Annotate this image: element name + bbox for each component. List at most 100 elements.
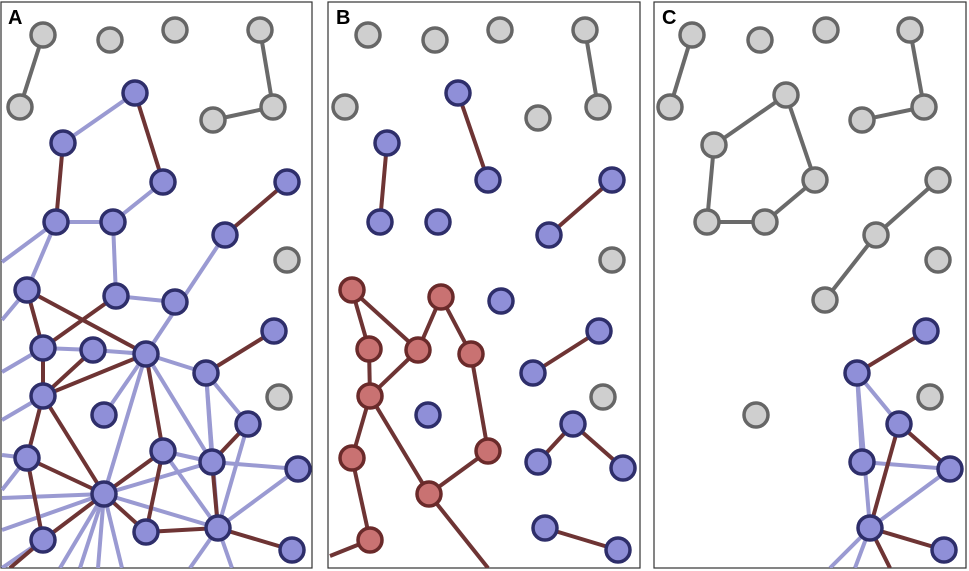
edge bbox=[26, 456, 105, 496]
node bbox=[700, 131, 728, 159]
node bbox=[856, 514, 884, 542]
node bbox=[589, 383, 617, 411]
node bbox=[843, 359, 871, 387]
edge bbox=[144, 450, 165, 533]
node bbox=[598, 166, 626, 194]
node bbox=[366, 208, 394, 236]
panel-frame bbox=[327, 1, 641, 569]
node bbox=[199, 106, 227, 134]
node bbox=[598, 246, 626, 274]
node bbox=[29, 334, 57, 362]
edge bbox=[26, 288, 147, 356]
node bbox=[421, 26, 449, 54]
node bbox=[693, 208, 721, 236]
edge bbox=[61, 91, 137, 145]
node bbox=[656, 93, 684, 121]
node bbox=[29, 526, 57, 554]
node bbox=[609, 454, 637, 482]
node bbox=[678, 21, 706, 49]
edge bbox=[469, 353, 490, 452]
node bbox=[474, 166, 502, 194]
edge bbox=[368, 394, 431, 496]
node bbox=[930, 536, 958, 564]
node bbox=[234, 410, 262, 438]
network-b bbox=[329, 16, 637, 568]
node bbox=[487, 287, 515, 315]
edge bbox=[144, 353, 165, 452]
node bbox=[746, 26, 774, 54]
node bbox=[354, 21, 382, 49]
node bbox=[604, 536, 632, 564]
node bbox=[149, 437, 177, 465]
node bbox=[812, 16, 840, 44]
node bbox=[49, 129, 77, 157]
node bbox=[474, 437, 502, 465]
edge bbox=[216, 423, 250, 529]
edge bbox=[350, 457, 372, 541]
edge bbox=[161, 449, 220, 530]
node bbox=[486, 16, 514, 44]
edge bbox=[427, 492, 490, 568]
node bbox=[585, 317, 613, 345]
edge bbox=[41, 394, 106, 496]
node bbox=[204, 514, 232, 542]
node bbox=[273, 168, 301, 196]
node bbox=[265, 383, 293, 411]
node bbox=[801, 166, 829, 194]
node bbox=[161, 16, 189, 44]
edge bbox=[784, 94, 817, 181]
node bbox=[99, 208, 127, 236]
node bbox=[13, 444, 41, 472]
node bbox=[848, 106, 876, 134]
edge bbox=[874, 178, 940, 237]
edge bbox=[102, 353, 148, 495]
edge bbox=[547, 178, 614, 237]
node bbox=[910, 93, 938, 121]
edge bbox=[861, 460, 951, 471]
node bbox=[132, 518, 160, 546]
node bbox=[121, 79, 149, 107]
node bbox=[149, 168, 177, 196]
network-c bbox=[656, 16, 964, 568]
node bbox=[424, 208, 452, 236]
node bbox=[414, 401, 442, 429]
node bbox=[132, 340, 160, 368]
edge bbox=[350, 288, 420, 352]
node bbox=[13, 276, 41, 304]
node bbox=[373, 129, 401, 157]
node bbox=[811, 286, 839, 314]
node bbox=[885, 410, 913, 438]
edge bbox=[1, 492, 105, 532]
node bbox=[535, 221, 563, 249]
edge bbox=[103, 492, 219, 530]
node bbox=[96, 26, 124, 54]
edge bbox=[868, 467, 952, 530]
edge bbox=[712, 93, 788, 147]
panel-label: C bbox=[662, 7, 676, 29]
node bbox=[444, 79, 472, 107]
edge bbox=[211, 460, 299, 471]
node bbox=[924, 246, 952, 274]
node bbox=[90, 480, 118, 508]
edge bbox=[823, 233, 878, 302]
node bbox=[519, 359, 547, 387]
node bbox=[192, 359, 220, 387]
node bbox=[331, 93, 359, 121]
network-a bbox=[1, 16, 312, 568]
node bbox=[42, 208, 70, 236]
node bbox=[524, 448, 552, 476]
node bbox=[912, 317, 940, 345]
node bbox=[259, 93, 287, 121]
node bbox=[356, 526, 384, 554]
node bbox=[79, 336, 107, 364]
node bbox=[862, 221, 890, 249]
node bbox=[338, 276, 366, 304]
node bbox=[273, 246, 301, 274]
edge bbox=[144, 352, 214, 464]
node bbox=[415, 480, 443, 508]
panel-label: B bbox=[336, 7, 350, 29]
node bbox=[742, 401, 770, 429]
node bbox=[916, 383, 944, 411]
node bbox=[260, 317, 288, 345]
